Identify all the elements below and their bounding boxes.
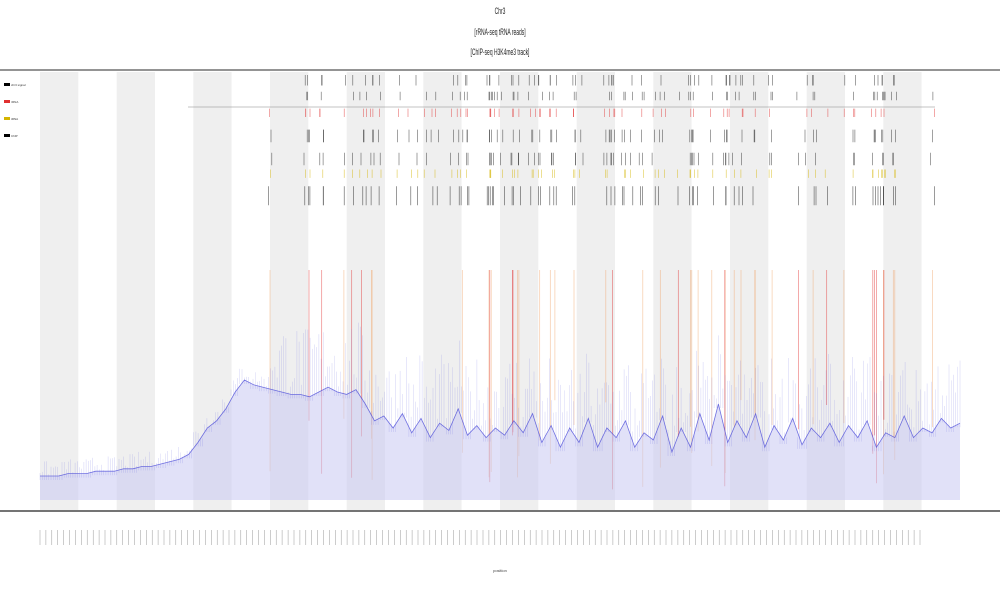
background-band: [116, 72, 155, 510]
legend-label: rRNA: [11, 100, 18, 104]
legend-swatch: [4, 134, 10, 137]
black-ticks-row-1: [304, 75, 895, 86]
legend-swatch: [4, 117, 10, 120]
legend-label: tRNA: [11, 117, 18, 121]
chart-title-line-2: [rRNA-seq tRNA reads]: [474, 27, 526, 37]
yellow-ticks-row: [270, 169, 897, 178]
legend-swatch: [4, 83, 10, 86]
black-ticks-row-4: [271, 152, 931, 166]
coverage-spikes: [39, 322, 961, 480]
coverage-series: [39, 322, 961, 500]
legend: chr3 signal rRNA tRNA ChIP: [4, 83, 26, 138]
black-ticks-row-3: [270, 129, 933, 143]
black-ticks-row-2: [306, 91, 934, 101]
chart-title-line-3: [ChIP-seq H3K4me3 track]: [470, 47, 530, 57]
x-axis-label: position: [493, 568, 507, 573]
axes: [0, 69, 1000, 545]
background-band: [40, 72, 79, 510]
dark-ticks-row: [267, 186, 935, 206]
coverage-line: [40, 379, 961, 477]
legend-label: ChIP: [11, 134, 18, 138]
legend-swatch: [4, 100, 10, 103]
chart-title-line-1: Chr3: [494, 6, 506, 16]
red-ticks-row: [269, 108, 935, 117]
legend-label: chr3 signal: [11, 83, 26, 87]
coverage-area: [40, 380, 960, 500]
